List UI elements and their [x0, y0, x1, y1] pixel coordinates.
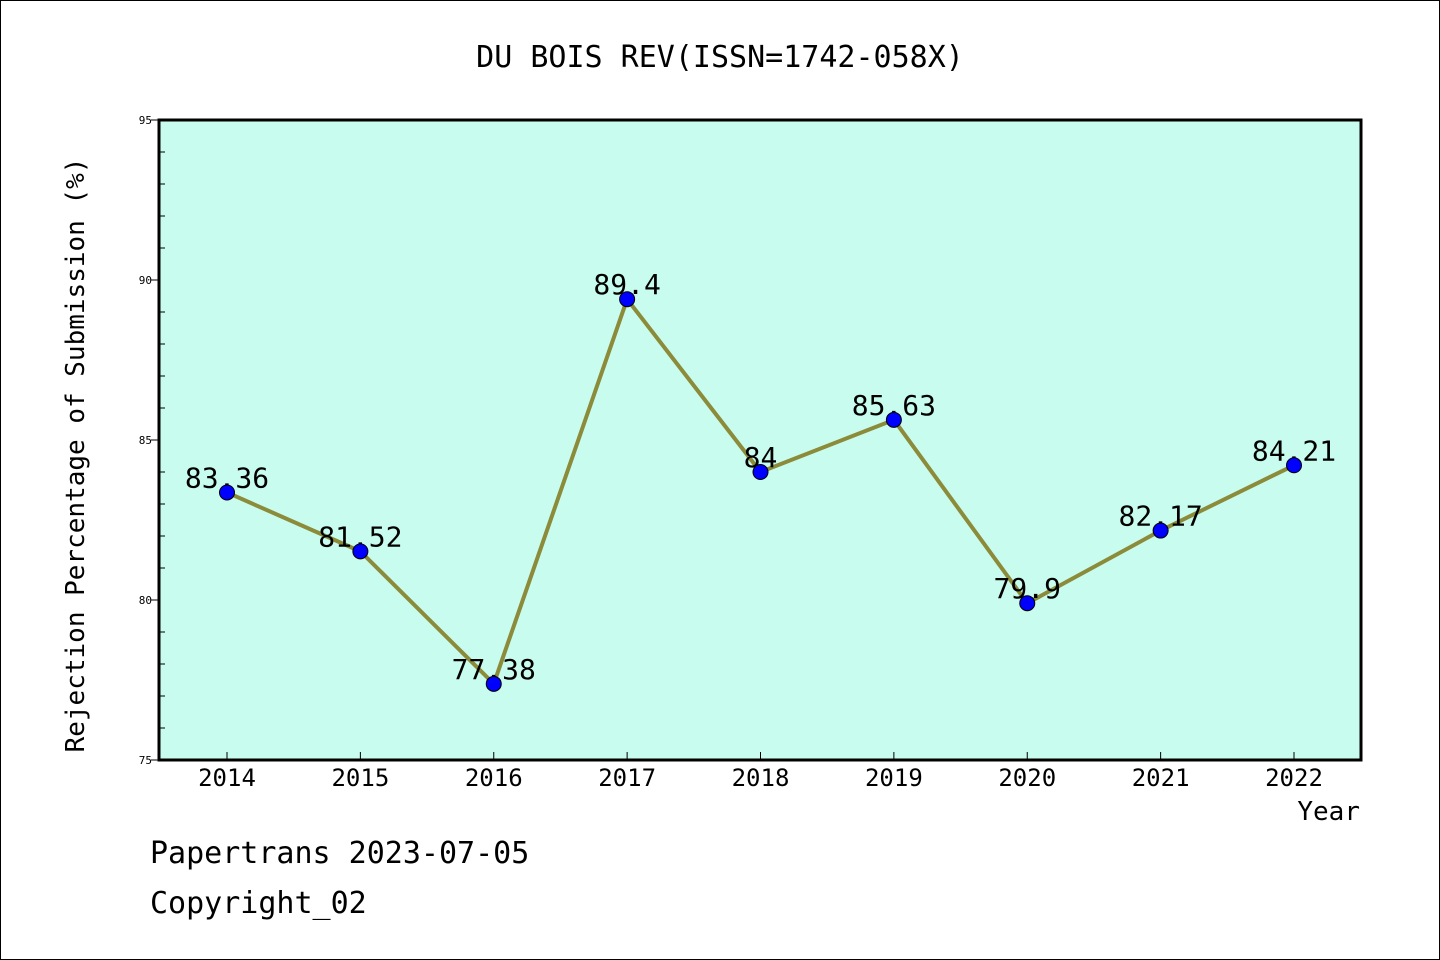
- x-tick-label: 2017: [598, 764, 656, 792]
- y-axis-label: Rejection Percentage of Submission (%): [61, 158, 91, 753]
- data-point: [352, 543, 369, 560]
- chart-title: DU BOIS REV(ISSN=1742-058X): [476, 40, 964, 75]
- data-point: [219, 484, 235, 501]
- footer-date-text: Papertrans 2023-07-05: [150, 836, 530, 871]
- data-point: [1286, 457, 1302, 474]
- y-tick-label: 90: [139, 274, 152, 287]
- footer-copyright-text: Copyright_02: [150, 886, 367, 921]
- data-point: [1019, 595, 1036, 612]
- y-tick-label: 95: [139, 114, 152, 127]
- y-tick-label: 85: [139, 434, 152, 447]
- y-tick-label: 80: [139, 594, 152, 607]
- x-axis-label: Year: [1297, 797, 1360, 827]
- x-tick-label: 2020: [998, 764, 1056, 792]
- data-point: [485, 675, 502, 692]
- data-point: [885, 411, 902, 428]
- x-tick-label: 2014: [198, 764, 256, 792]
- x-tick-label: 2022: [1265, 764, 1323, 792]
- y-axis-ticks: 75 80 85 90 95: [139, 114, 165, 767]
- x-axis-ticks: 2014 2015 2016 2017 2018 2019 2020 2021 2022: [198, 752, 1323, 792]
- x-tick-label: 2018: [732, 764, 790, 792]
- x-tick-label: 2015: [331, 764, 389, 792]
- y-tick-label: 75: [139, 754, 152, 767]
- data-point: [1152, 522, 1169, 539]
- x-tick-label: 2021: [1132, 764, 1190, 792]
- data-point: [752, 464, 769, 480]
- plot-area: [157, 118, 1363, 762]
- x-tick-label: 2016: [465, 764, 523, 792]
- x-tick-label: 2019: [865, 764, 923, 792]
- data-point: [619, 291, 636, 308]
